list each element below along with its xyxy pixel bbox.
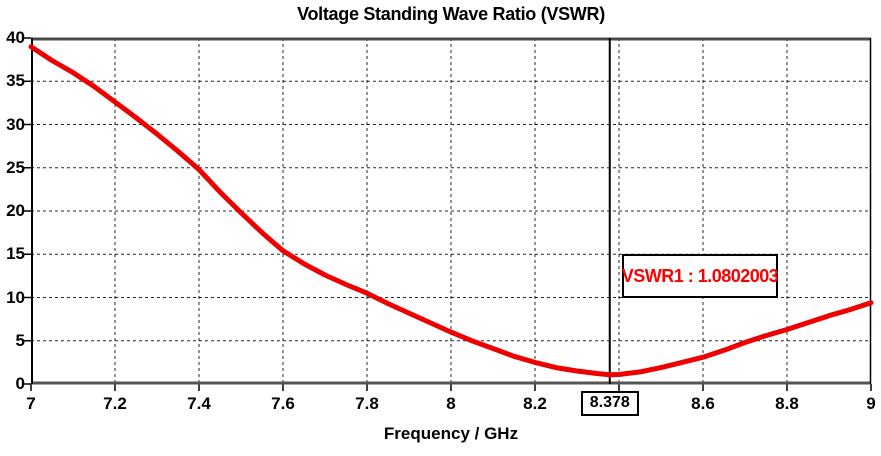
chart-title: Voltage Standing Wave Ratio (VSWR) [297,4,605,24]
x-axis-label: Frequency / GHz [383,424,519,443]
x-tick-label: 8.6 [691,394,715,413]
y-tick-label: 5 [15,330,25,350]
y-tick-label: 35 [6,71,25,91]
x-tick-label: 7.2 [103,394,127,413]
x-tick-label: 7.6 [271,394,295,413]
marker-value-annotation[interactable]: VSWR1 : 1.0802003 [622,254,779,298]
x-tick-label: 8 [446,394,456,413]
marker-frequency-label[interactable]: 8.378 [580,391,639,416]
x-tick-label: 7.8 [355,394,379,413]
y-tick-label: 25 [6,157,25,177]
y-tick-label: 0 [15,374,25,393]
y-tick-label: 30 [6,114,25,134]
x-tick-label: 7 [26,394,36,413]
x-tick-label: 8.2 [523,394,547,413]
y-tick-label: 15 [6,244,25,264]
vswr-curve [28,44,874,378]
x-tick-label: 8.8 [775,394,799,413]
y-tick-label: 10 [6,287,25,307]
plot-area [24,37,874,391]
y-tick-label: 20 [6,201,25,220]
x-tick-label: 9 [866,394,876,413]
x-tick-label: 7.4 [187,394,211,413]
y-tick-label: 40 [6,28,25,47]
